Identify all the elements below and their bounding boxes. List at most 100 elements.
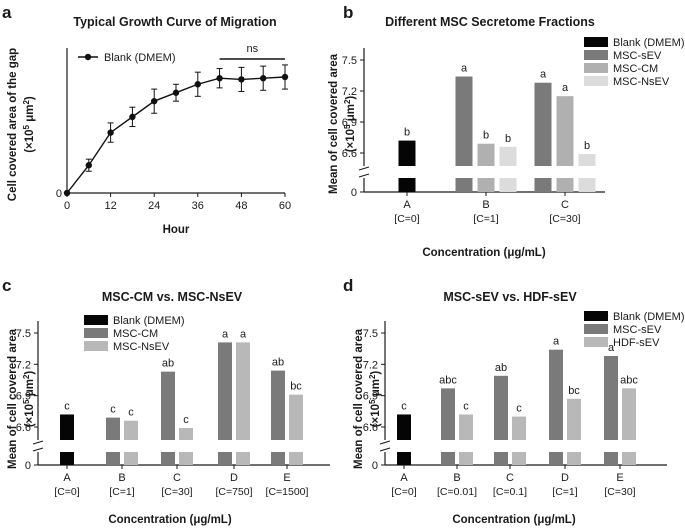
x-axis-label: Concentration (μg/mL) <box>422 247 545 259</box>
category-sublabel: [C=0] <box>54 486 79 498</box>
annotation-ns: ns <box>246 43 258 55</box>
data-point <box>107 129 114 136</box>
bar-lower-segment <box>622 452 636 465</box>
x-axis-label: Concentration (μg/mL) <box>452 514 575 526</box>
significance-letter: b <box>505 133 511 145</box>
bar-lower-segment <box>494 452 508 465</box>
significance-letter: bc <box>290 381 302 393</box>
bar <box>271 370 285 440</box>
legend-label: MSC-CM <box>113 328 158 340</box>
category-label: C <box>173 472 181 484</box>
data-point <box>281 73 289 81</box>
category-sublabel: [C=0] <box>391 486 416 498</box>
significance-letter: b <box>483 130 489 142</box>
significance-letter: c <box>463 400 469 412</box>
bar <box>567 398 581 440</box>
legend-label: Blank (DMEM) <box>613 311 685 323</box>
category-label: B <box>482 199 489 211</box>
significance-letter: c <box>64 400 70 412</box>
category-label: C <box>561 199 569 211</box>
category-label: D <box>230 472 238 484</box>
x-tick-label: 24 <box>148 200 160 212</box>
bar-lower-segment <box>459 452 473 465</box>
y-tick-label: 6.6 <box>16 422 31 434</box>
legend-swatch <box>584 37 608 47</box>
bar <box>578 154 596 166</box>
category-sublabel: [C=0] <box>394 213 419 225</box>
bar <box>179 428 193 440</box>
y-axis-unit: (×105 μm2) <box>368 371 383 428</box>
significance-letter: c <box>183 414 189 426</box>
bar-lower-segment <box>271 452 285 465</box>
panel-c: c MSC-CM vs. MSC-NsEV 0 6.6 6.9 7.2 7.5Mean … <box>2 276 330 526</box>
y-axis-label: Mean of cell covered area <box>328 53 340 194</box>
data-point <box>85 162 93 169</box>
bar <box>161 371 175 440</box>
y-tick-label: 6.9 <box>342 117 357 129</box>
y-tick-label: 0 <box>372 460 378 472</box>
panel-label-d: d <box>343 276 353 295</box>
legend-label: Blank (DMEM) <box>613 37 685 49</box>
legend-swatch <box>584 324 608 334</box>
bar <box>459 414 473 440</box>
y-tick-label: 7.2 <box>363 359 378 371</box>
y-tick-label: 0 <box>25 460 31 472</box>
category-sublabel: [C=1] <box>473 213 498 225</box>
legend-marker <box>84 53 92 61</box>
y-tick-label: 7.5 <box>342 55 357 67</box>
bar <box>622 388 636 440</box>
significance-letter: c <box>128 407 134 419</box>
bar <box>397 414 411 440</box>
legend-label: MSC-NsEV <box>113 341 170 353</box>
y-axis-unit: (×105 μm2) <box>343 96 358 153</box>
bar-lower-segment <box>106 452 120 465</box>
y-tick-label: 7.2 <box>342 86 357 98</box>
legend-label: MSC-CM <box>613 63 658 75</box>
significance-letter: a <box>540 69 547 81</box>
y-tick-label: 7.5 <box>363 328 378 340</box>
significance-letter: c <box>110 404 116 416</box>
data-point <box>63 189 71 197</box>
category-sublabel: [C=30] <box>604 486 635 498</box>
legend-swatch <box>584 311 608 321</box>
category-sublabel: [C=30] <box>549 213 580 225</box>
x-tick-label: 0 <box>64 200 70 212</box>
axis-break-mark <box>358 173 370 178</box>
bar <box>218 342 232 440</box>
panel-a-title: Typical Growth Curve of Migration <box>73 15 276 29</box>
panel-b: b Different MSC Secretome Fractions 0 6.6… <box>328 3 685 259</box>
significance-letter: c <box>516 403 522 415</box>
significance-letter: abc <box>620 374 638 386</box>
x-tick-label: 48 <box>235 200 247 212</box>
y-tick-label: 6.9 <box>16 391 31 403</box>
significance-letter: b <box>584 140 590 152</box>
axis-break-mark <box>379 447 391 452</box>
category-sublabel: [C=1] <box>109 486 134 498</box>
legend-label: Blank (DMEM) <box>113 315 185 327</box>
panel-label-a: a <box>2 3 12 22</box>
category-label: B <box>453 472 460 484</box>
bar-lower-segment <box>289 452 303 465</box>
axis-break-mark <box>32 447 44 452</box>
legend-label: MSC-sEV <box>613 324 662 336</box>
y-tick-label: 6.6 <box>342 148 357 160</box>
y-tick-label: 7.2 <box>16 359 31 371</box>
significance-letter: a <box>608 342 615 354</box>
axis-break-mark <box>358 166 370 171</box>
bar-lower-segment <box>455 178 473 192</box>
panel-c-title: MSC-CM vs. MSC-NsEV <box>102 290 243 304</box>
category-sublabel: [C=30] <box>161 486 192 498</box>
bar <box>289 394 303 440</box>
significance-letter: ab <box>162 358 174 370</box>
panel-label-b: b <box>343 3 353 22</box>
bar <box>499 146 517 166</box>
panel-label-c: c <box>2 276 11 295</box>
bar-lower-segment <box>60 452 74 465</box>
bar <box>124 420 138 440</box>
significance-letter: a <box>222 328 229 340</box>
x-tick-label: 12 <box>104 200 116 212</box>
legend-label: MSC-NsEV <box>613 76 670 88</box>
